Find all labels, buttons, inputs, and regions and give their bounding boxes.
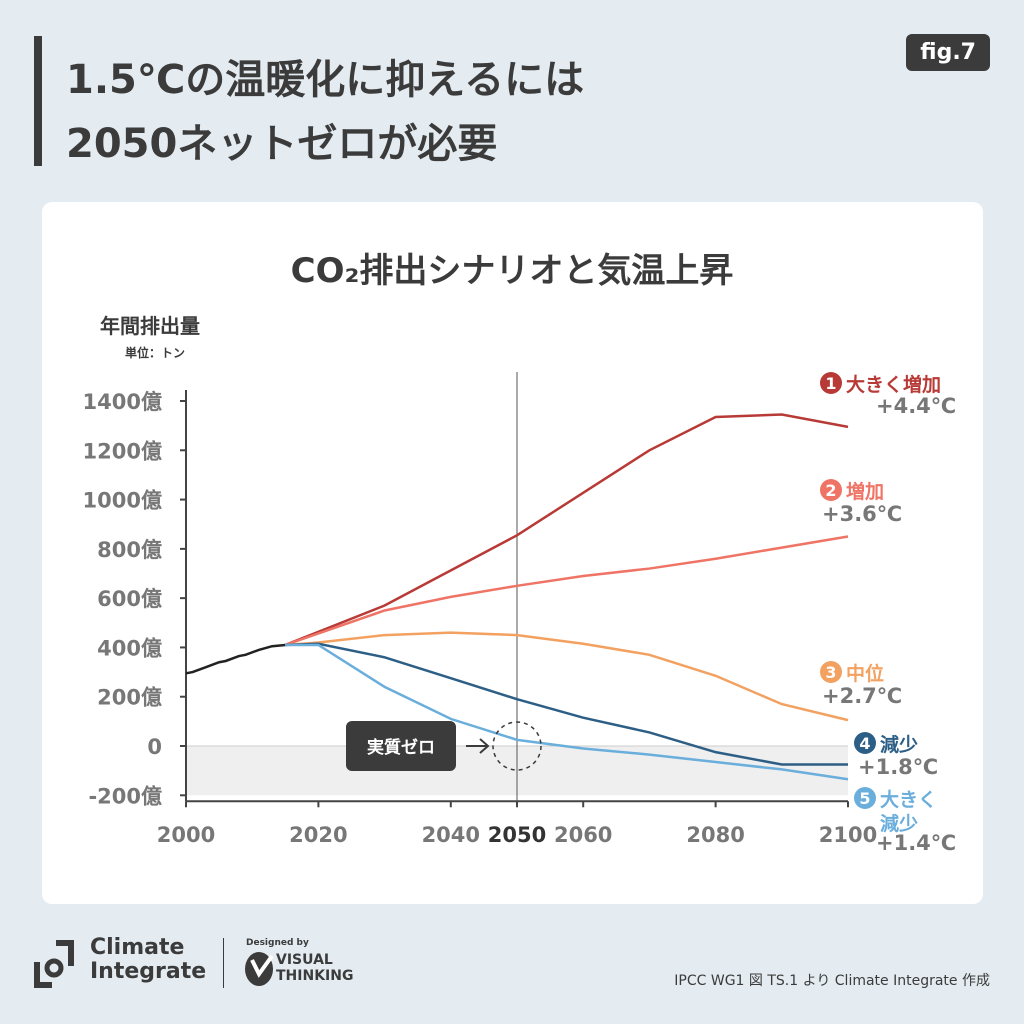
x-tick-label: 2100 [819,823,877,847]
series-number-badge [820,661,842,683]
series-number: 4 [859,734,870,753]
y-axis-label: 年間排出量 [100,314,200,338]
series-name-2: 減少 [880,812,918,835]
annotation-box [346,721,456,771]
fig-badge: fig.7 [906,34,990,71]
series-number: 2 [825,481,836,500]
series-number-badge [820,479,842,501]
x-tick-label: 2020 [289,823,347,847]
series-name: 中位 [846,662,884,685]
y-tick-label: -200億 [88,784,162,808]
title-line-1: 1.5℃の温暖化に抑えるには [66,57,585,103]
visual-thinking-logo: Designed by VISUAL THINKING [244,938,353,986]
series-number: 5 [859,789,870,808]
series-temp: +3.6℃ [822,502,902,526]
arrow-icon [466,738,490,754]
series-name: 減少 [880,733,918,756]
title-line-2: 2050ネットゼロが必要 [66,121,498,167]
logo-mark-icon [34,940,74,988]
x-tick-label: 2080 [686,823,744,847]
series-temp: +2.7℃ [822,684,902,708]
vt-text-2: THINKING [276,968,354,984]
historical-line [185,643,286,675]
logo-text-2: Integrate [90,959,207,984]
series-number: 3 [825,663,836,682]
y-tick-label: 1400億 [83,390,162,414]
series-line-5 [285,643,849,781]
series-number-badge [854,787,876,809]
y-tick-label: 1000億 [83,489,162,513]
series-line-2 [284,535,849,647]
page-title: 1.5℃の温暖化に抑えるには 2050ネットゼロが必要 [66,48,584,176]
y-tick-label: 800億 [97,538,162,562]
x-tick-label: 2060 [554,823,612,847]
y-tick-label: 200億 [97,686,162,710]
x-tick-label: 2000 [157,823,215,847]
y-tick-label: 400億 [97,636,162,660]
vt-logo-icon [245,952,274,986]
divider [223,938,224,988]
logo-text-1: Climate [90,935,185,960]
series-number: 1 [825,374,836,393]
chart-title: CO₂排出シナリオと気温上昇 [291,251,734,291]
series-line-4 [285,642,848,766]
series-number-badge [854,732,876,754]
title-accent-bar [34,36,42,166]
series-name: 大きく [880,788,937,811]
series-line-1 [284,413,849,647]
x-tick-label: 2040 [422,823,480,847]
y-tick-label: 600億 [97,587,162,611]
x-tick-label: 2050 [488,823,546,847]
series-name: 増加 [846,480,884,503]
series-temp: +1.4℃ [876,831,956,855]
annotation-text: 実質ゼロ [367,737,435,758]
series-number-badge [820,372,842,394]
series-temp: +4.4℃ [876,394,956,418]
source-note: IPCC WG1 図 TS.1 より Climate Integrate 作成 [674,973,990,989]
y-tick-label: 0 [147,735,162,759]
y-tick-label: 1200億 [83,439,162,463]
designed-by: Designed by [246,938,309,948]
vt-text-1: VISUAL [276,952,333,968]
y-axis-unit: 単位：トン [125,345,185,360]
series-name: 大きく増加 [846,373,941,396]
net-zero-circle [492,721,542,771]
series-line-3 [285,631,849,722]
series-temp: +1.8℃ [858,755,938,779]
